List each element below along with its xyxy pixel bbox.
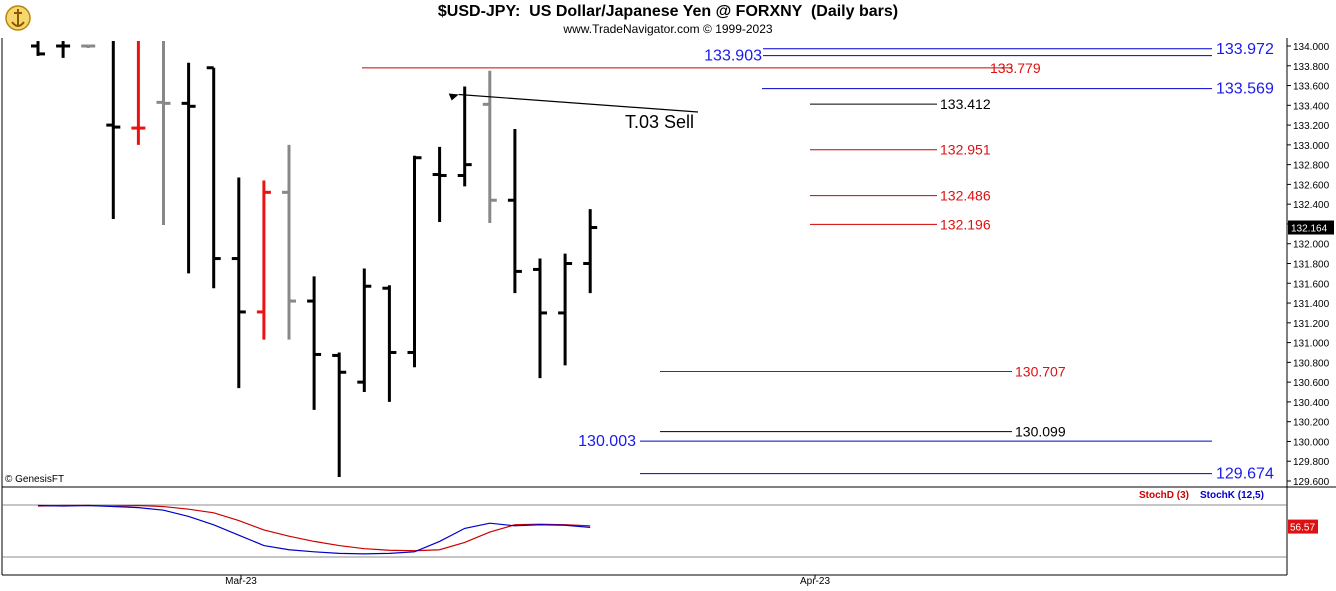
osc-current-box	[1288, 519, 1318, 534]
y-tick-label: 129.800	[1293, 457, 1330, 468]
level-label: 130.707	[1015, 364, 1066, 380]
level-label: 132.486	[940, 188, 991, 204]
y-tick-label: 131.000	[1293, 339, 1330, 350]
current-price-label: 132.164	[1291, 224, 1328, 235]
osc-series-line	[37, 504, 591, 555]
ship-wheel-anchor-icon	[5, 5, 31, 31]
level-label: 133.569	[1216, 81, 1274, 98]
level-label: 133.903	[704, 48, 762, 65]
y-tick-label: 130.600	[1293, 378, 1330, 389]
y-tick-label: 133.600	[1293, 82, 1330, 93]
annotation-arrow	[458, 93, 699, 113]
level-label: 129.674	[1216, 466, 1274, 483]
level-lines: 133.972 133.903 133.779 133.569 133.412 132.9…	[362, 41, 1274, 483]
x-tick-label: Mar-23	[225, 576, 257, 587]
oscillator-panel: StochD (3) StochK (12,5) 56.57	[2, 490, 1318, 558]
y-tick-label: 132.800	[1293, 161, 1330, 172]
level-label: 133.412	[940, 96, 991, 112]
level-label: 132.951	[940, 142, 991, 158]
level-label: 130.099	[1015, 424, 1066, 440]
y-axis: 134.000 133.800 133.600 133.400 133.200 133.0…	[225, 42, 1334, 587]
y-tick-label: 134.000	[1293, 42, 1330, 53]
annotation-label: T.03 Sell	[625, 112, 694, 132]
y-tick-label: 132.000	[1293, 240, 1330, 251]
y-tick-label: 133.200	[1293, 121, 1330, 132]
chart-title: $USD-JPY: US Dollar/Japanese Yen @ FORXN…	[437, 3, 899, 20]
annotation-arrowhead	[448, 93, 459, 101]
level-label: 133.972	[1216, 41, 1274, 58]
annotations: T.03 Sell	[448, 93, 699, 132]
level-label: 133.779	[990, 60, 1041, 76]
y-tick-label: 129.600	[1293, 477, 1330, 488]
legend-entry: StochD (3)	[1139, 490, 1189, 501]
current-price-box	[1288, 220, 1334, 235]
y-tick-label: 130.800	[1293, 358, 1330, 369]
y-tick-label: 131.600	[1293, 279, 1330, 290]
y-tick-label: 132.600	[1293, 180, 1330, 191]
y-tick-label: 131.800	[1293, 260, 1330, 271]
osc-series-line	[37, 504, 591, 552]
y-tick-label: 131.400	[1293, 299, 1330, 310]
y-tick-label: 133.400	[1293, 101, 1330, 112]
x-tick-label: Apr-23	[800, 576, 830, 587]
y-tick-label: 130.000	[1293, 437, 1330, 448]
level-label: 132.196	[940, 216, 991, 232]
level-label: 130.003	[578, 433, 636, 450]
price-bars	[31, 41, 598, 478]
y-tick-label: 133.000	[1293, 141, 1330, 152]
chart-subtitle: www.TradeNavigator.com © 1999-2023	[563, 22, 773, 36]
chart-frame	[1, 38, 1336, 576]
y-tick-label: 131.200	[1293, 319, 1330, 330]
legend-entry: StochK (12,5)	[1200, 490, 1264, 501]
osc-current-label: 56.57	[1290, 523, 1315, 534]
y-tick-label: 132.400	[1293, 200, 1330, 211]
y-tick-label: 133.800	[1293, 62, 1330, 73]
y-tick-label: 130.200	[1293, 418, 1330, 429]
y-tick-label: 130.400	[1293, 398, 1330, 409]
copyright-text: © GenesisFT	[5, 474, 65, 485]
